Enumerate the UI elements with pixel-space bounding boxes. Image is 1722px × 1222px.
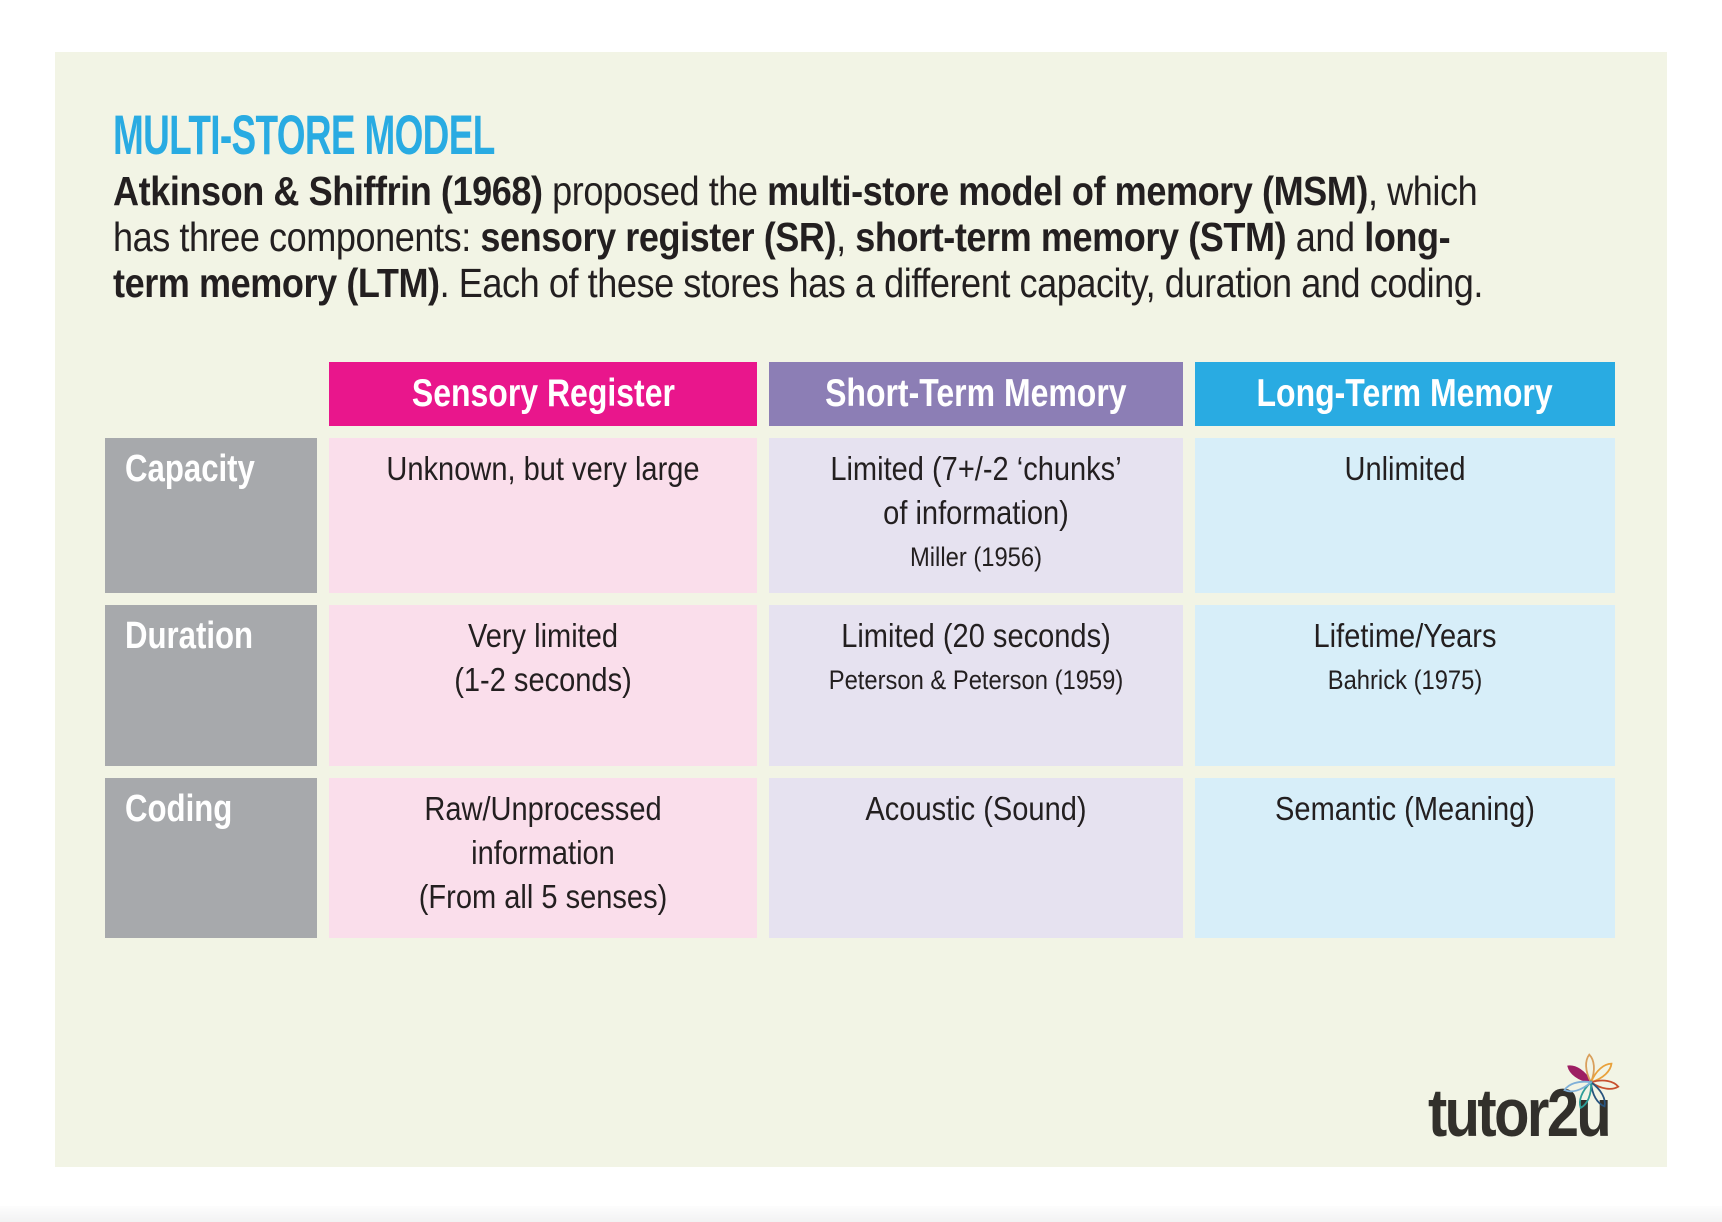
flower-petal (1585, 1053, 1595, 1085)
cell-coding-long-term-memory: Semantic (Meaning) (1195, 778, 1615, 938)
column-header-short-term-memory: Short-Term Memory (769, 362, 1183, 426)
cell-coding-sensory-register: Raw/Unprocessed information (From all 5 … (329, 778, 757, 938)
cell-text: Raw/Unprocessed information (From all 5 … (418, 790, 668, 915)
cell-text: Semantic (Meaning) (1275, 790, 1535, 827)
column-header-label: Sensory Register (411, 372, 675, 415)
cell-text: Very limited (1-2 seconds) (454, 617, 632, 698)
cell-duration-sensory-register: Very limited (1-2 seconds) (329, 605, 757, 766)
cell-text: Limited (20 seconds) (841, 617, 1111, 654)
row-header-capacity: Capacity (105, 438, 317, 593)
row-header-label: Duration (125, 615, 254, 657)
cell-coding-short-term-memory: Acoustic (Sound) (769, 778, 1183, 938)
table-corner-spacer (105, 362, 317, 426)
flower-petal (1588, 1079, 1620, 1090)
column-header-sensory-register: Sensory Register (329, 362, 757, 426)
intro-line: term memory (LTM). Each of these stores … (113, 260, 1483, 306)
flower-petal (1567, 1065, 1593, 1084)
row-header-label: Capacity (125, 448, 255, 490)
row-header-duration: Duration (105, 605, 317, 766)
row-header-label: Coding (125, 788, 233, 830)
memory-table: Sensory Register Short-Term Memory Long-… (105, 362, 1615, 938)
cell-capacity-long-term-memory: Unlimited (1195, 438, 1615, 593)
cell-text: Unlimited (1344, 450, 1466, 487)
cell-duration-long-term-memory: Lifetime/Years Bahrick (1975) (1195, 605, 1615, 766)
flower-petal (1589, 1062, 1613, 1084)
flower-icon (1563, 1053, 1620, 1110)
flower-petal (1563, 1080, 1594, 1093)
bottom-strip (0, 1206, 1722, 1222)
tutor2u-logo: tutor2u (1396, 1053, 1620, 1152)
logo-text: tutor2u (1427, 1075, 1612, 1151)
column-header-label: Short-Term Memory (825, 372, 1127, 415)
cell-text: Acoustic (Sound) (865, 790, 1087, 827)
column-header-label: Long-Term Memory (1256, 372, 1554, 415)
cell-citation: Peterson & Peterson (1959) (828, 665, 1124, 695)
cell-citation: Miller (1956) (909, 542, 1043, 572)
cell-text: Unknown, but very large (386, 450, 700, 487)
cell-citation: Bahrick (1975) (1327, 665, 1483, 695)
content-panel: MULTI-STORE MODEL Atkinson & Shiffrin (1… (55, 52, 1667, 1167)
cell-capacity-sensory-register: Unknown, but very large (329, 438, 757, 593)
cell-capacity-short-term-memory: Limited (7+/-2 ‘chunks’ of information) … (769, 438, 1183, 593)
flower-petal (1589, 1080, 1606, 1108)
cell-text: Limited (7+/-2 ‘chunks’ of information) (830, 450, 1122, 531)
cell-duration-short-term-memory: Limited (20 seconds) Peterson & Peterson… (769, 605, 1183, 766)
intro-paragraph: Atkinson & Shiffrin (1968) proposed the … (113, 168, 1670, 306)
row-header-coding: Coding (105, 778, 317, 938)
intro-line: Atkinson & Shiffrin (1968) proposed the … (113, 168, 1478, 214)
intro-line: has three components: sensory register (… (113, 214, 1451, 260)
flower-petal (1579, 1080, 1592, 1110)
page-title: MULTI-STORE MODEL (113, 103, 495, 166)
column-header-long-term-memory: Long-Term Memory (1195, 362, 1615, 426)
cell-text: Lifetime/Years (1313, 617, 1497, 654)
